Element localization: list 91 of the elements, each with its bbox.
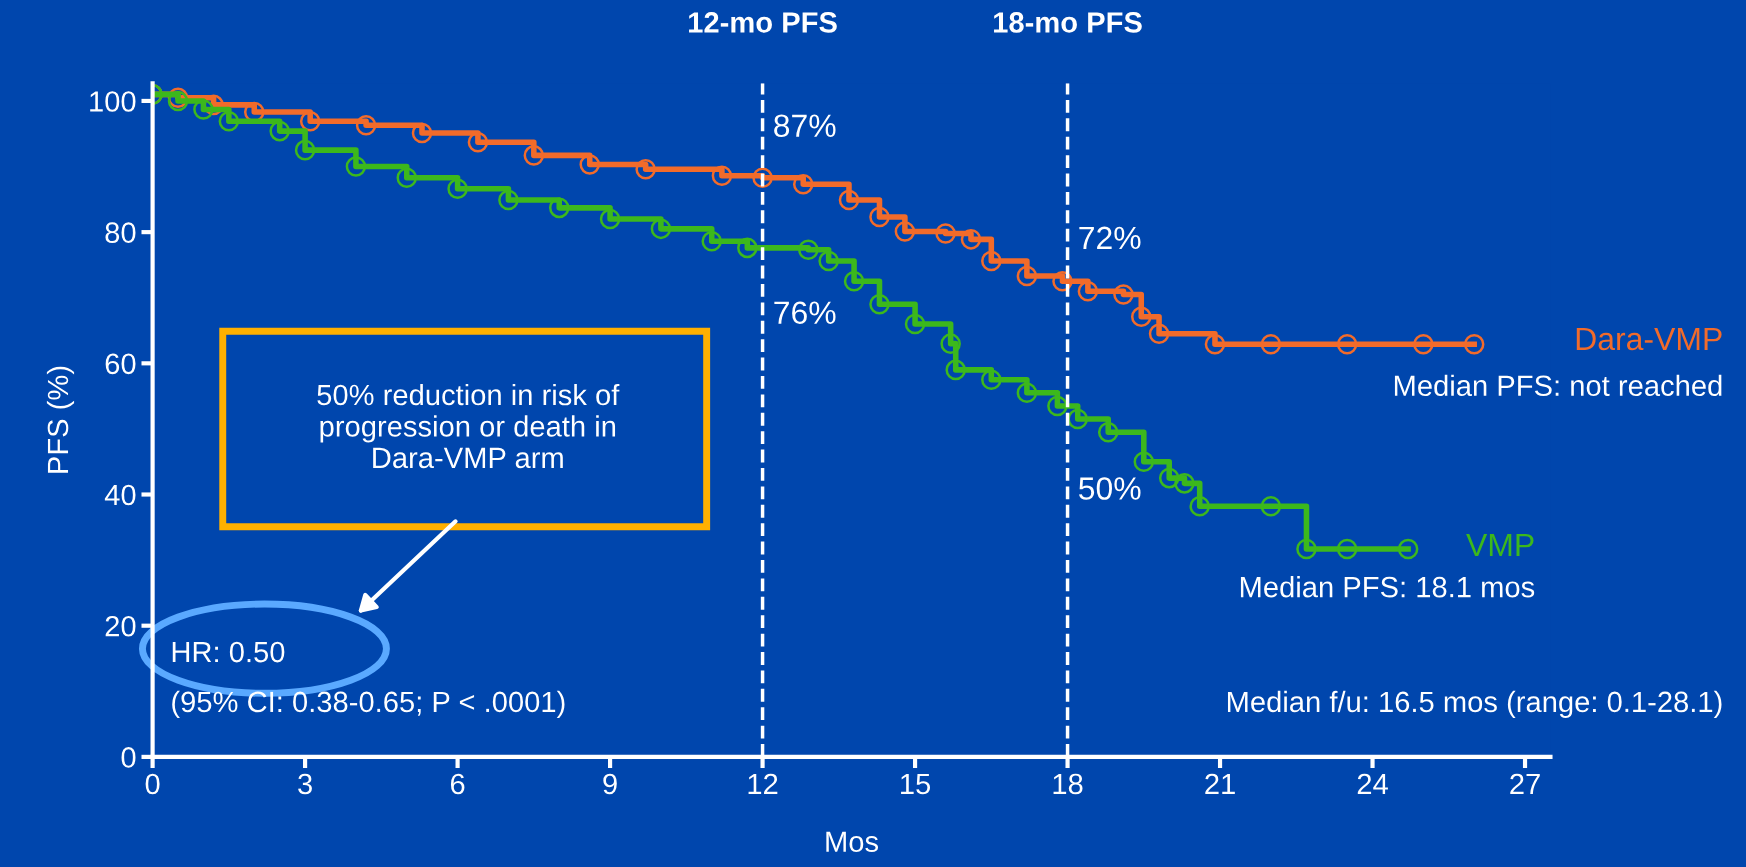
y-tick-label: 100 [90, 91, 136, 112]
ref-line-label: 18-mo PFS [994, 12, 1142, 33]
point [447, 178, 468, 200]
annotation: HR: 0.50 [172, 641, 285, 663]
x-tick-label: 6 [450, 773, 465, 795]
point [1260, 496, 1282, 517]
y-tick-label: 20 [105, 615, 136, 637]
annotation: (95% CI: 0.38-0.65; P < .0001) [172, 690, 565, 718]
x-tick-label: 0 [145, 773, 160, 795]
point [523, 145, 545, 166]
point [355, 114, 377, 136]
point [818, 250, 839, 272]
point [1158, 467, 1180, 489]
x-tick-label: 12 [748, 773, 778, 794]
point [798, 239, 819, 261]
point [981, 369, 1002, 390]
x-tick-label: 24 [1357, 773, 1388, 794]
point [945, 359, 967, 381]
x-tick-label: 9 [603, 773, 617, 795]
point [650, 218, 672, 240]
point [1130, 306, 1152, 328]
point [1397, 538, 1419, 560]
point [396, 167, 418, 188]
point [635, 158, 656, 180]
annotation: Median f/u: 16.5 mos (range: 0.1-28.1) [1227, 690, 1722, 719]
point [1204, 334, 1226, 355]
annotation: 50% reduction in risk of progression or death in Dara-VMP arm [317, 383, 620, 469]
annotation: 87% [774, 114, 836, 138]
x-axis-title: Mos [826, 831, 879, 853]
y-tick-label: 40 [104, 484, 136, 506]
point [1336, 334, 1358, 355]
point [843, 271, 865, 292]
x-tick-label: 3 [298, 773, 312, 795]
point [498, 189, 519, 211]
point [1047, 395, 1068, 417]
point [1113, 284, 1134, 305]
point [579, 154, 601, 175]
y-tick-label: 0 [121, 747, 136, 768]
point [960, 229, 982, 250]
point [1067, 408, 1088, 430]
point [701, 231, 723, 252]
point [1463, 334, 1485, 355]
point [218, 111, 240, 132]
text: Dara-VMP [1576, 327, 1722, 351]
point [345, 156, 367, 177]
annotation: 50% [1079, 477, 1141, 500]
ref-line-label: 12-mo PFS [689, 12, 837, 33]
point [940, 333, 961, 354]
annotation: 72% [1079, 226, 1141, 250]
y-axis-title: PFS (%) [46, 366, 75, 473]
x-tick-label: 15 [901, 773, 931, 795]
point [599, 208, 621, 230]
point [981, 250, 1002, 272]
point [838, 189, 860, 211]
point [193, 99, 214, 120]
point [1413, 334, 1434, 355]
x-tick-label: 21 [1205, 773, 1235, 794]
point [792, 173, 814, 195]
point [548, 197, 570, 219]
point [1174, 473, 1195, 494]
point [904, 313, 926, 335]
point [1133, 451, 1155, 472]
point [299, 111, 321, 132]
x-tick-label: 27 [1510, 773, 1540, 794]
point [894, 221, 916, 242]
y-tick-label: 80 [105, 222, 136, 243]
point [752, 167, 773, 188]
point [294, 139, 316, 161]
point [737, 237, 758, 259]
point [1189, 496, 1210, 517]
point [711, 165, 733, 186]
point [1077, 280, 1099, 302]
y-tick-label: 60 [105, 353, 136, 375]
point [467, 131, 489, 153]
point [869, 206, 890, 228]
point [869, 294, 890, 315]
point [269, 120, 290, 142]
point [1016, 265, 1038, 287]
annotation: 76% [774, 301, 836, 325]
x-tick-label: 18 [1053, 773, 1083, 795]
point [1296, 538, 1317, 560]
point [1097, 421, 1119, 443]
point [935, 223, 956, 244]
annotation: Median PFS: 18.1 mos [1240, 576, 1535, 598]
series-label: VMP [1466, 533, 1534, 556]
annotation: Median PFS: not reached [1394, 374, 1722, 397]
point [1148, 323, 1170, 345]
point [1336, 538, 1358, 560]
point [1016, 382, 1038, 404]
point [1260, 334, 1282, 355]
point [411, 122, 433, 144]
